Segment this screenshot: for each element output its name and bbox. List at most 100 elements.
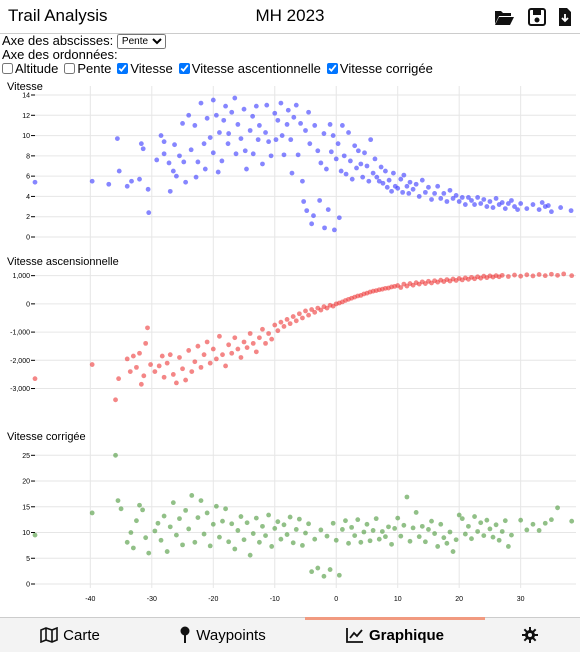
data-point (296, 311, 302, 317)
data-point (472, 202, 477, 207)
data-point (137, 176, 142, 182)
tab-waypoints[interactable]: Waypoints (140, 618, 305, 652)
data-point (207, 135, 213, 140)
data-point (318, 527, 324, 533)
series-checkbox[interactable] (326, 63, 338, 74)
data-point (229, 109, 235, 115)
data-point (256, 335, 262, 341)
data-point (429, 518, 434, 524)
data-point (478, 520, 484, 526)
data-point (89, 510, 95, 516)
data-point (129, 178, 134, 184)
data-point (186, 112, 192, 118)
data-point (416, 534, 422, 540)
data-point (152, 369, 158, 374)
save-icon[interactable] (526, 6, 548, 28)
data-point (296, 516, 302, 522)
data-point (336, 572, 342, 578)
tab-graphique[interactable]: Graphique (305, 617, 485, 652)
data-point (164, 549, 170, 554)
y-tick-label: 10 (22, 133, 30, 140)
data-point (137, 350, 142, 356)
data-point (32, 179, 38, 185)
y-tick-label: -2,000 (10, 358, 30, 365)
data-point (300, 178, 305, 184)
data-point (410, 525, 416, 531)
tab-carte[interactable]: Carte (0, 618, 140, 652)
series-toggle[interactable]: Vitesse corrigée (326, 61, 433, 76)
series-toggle[interactable]: Vitesse ascentionnelle (178, 61, 321, 76)
data-point (484, 517, 490, 523)
data-point (447, 529, 453, 535)
series-checkbox[interactable] (178, 63, 190, 74)
data-point (309, 221, 315, 227)
data-point (549, 517, 554, 523)
data-point (140, 146, 146, 152)
data-point (127, 369, 133, 374)
data-point (481, 197, 487, 202)
data-point (242, 148, 248, 154)
data-point (220, 352, 225, 358)
data-point (215, 169, 221, 175)
data-point (210, 346, 216, 352)
data-point (370, 170, 376, 176)
data-point (318, 160, 324, 166)
data-point (213, 112, 219, 118)
data-point (272, 110, 278, 116)
data-point (331, 227, 337, 233)
data-point (386, 177, 392, 183)
data-point (204, 339, 210, 345)
data-point (530, 202, 536, 207)
data-point (158, 133, 164, 138)
series-toggle[interactable]: Pente (64, 61, 111, 76)
y-tick-label: -3,000 (10, 386, 30, 393)
series-toggle[interactable]: Vitesse (117, 61, 173, 76)
folder-open-icon[interactable] (493, 6, 515, 28)
data-point (413, 510, 419, 515)
data-point (459, 516, 465, 522)
series-checkbox[interactable] (117, 63, 129, 74)
data-point (435, 183, 441, 189)
y-tick-label: 0 (26, 235, 30, 242)
data-point (201, 141, 207, 147)
data-point (253, 349, 259, 355)
data-point (263, 533, 268, 539)
data-point (336, 215, 342, 221)
data-point (201, 531, 207, 537)
data-point (306, 109, 311, 115)
data-point (475, 195, 481, 200)
series-toggle-label: Altitude (15, 61, 59, 76)
series-checkbox[interactable] (2, 63, 13, 74)
data-point (307, 141, 313, 147)
data-point (333, 537, 339, 543)
data-point (478, 201, 484, 206)
data-point (518, 201, 524, 206)
data-point (192, 359, 198, 365)
series-toggle[interactable]: Altitude (2, 61, 58, 76)
x-axis-select[interactable]: Pente (116, 34, 166, 49)
data-point (166, 160, 172, 166)
data-point (301, 199, 307, 204)
data-point (392, 526, 398, 531)
data-point (321, 131, 327, 136)
data-point (273, 137, 279, 143)
data-point (143, 535, 149, 541)
tab-settings[interactable] (485, 618, 580, 652)
data-point (173, 173, 179, 179)
data-point (450, 549, 456, 554)
data-point (177, 516, 182, 522)
download-icon[interactable] (554, 6, 576, 28)
data-point (260, 523, 265, 529)
data-point (229, 521, 235, 527)
series-toggle-label: Pente (77, 61, 112, 76)
data-point (235, 346, 241, 352)
data-point (327, 567, 333, 572)
data-point (384, 184, 390, 190)
series-checkbox[interactable] (64, 63, 76, 74)
data-point (490, 205, 496, 210)
data-point (290, 314, 296, 319)
x-axis-row: Axe des abscisses: Pente (2, 33, 166, 49)
data-point (158, 537, 164, 543)
data-point (195, 343, 201, 349)
data-point (518, 273, 524, 279)
